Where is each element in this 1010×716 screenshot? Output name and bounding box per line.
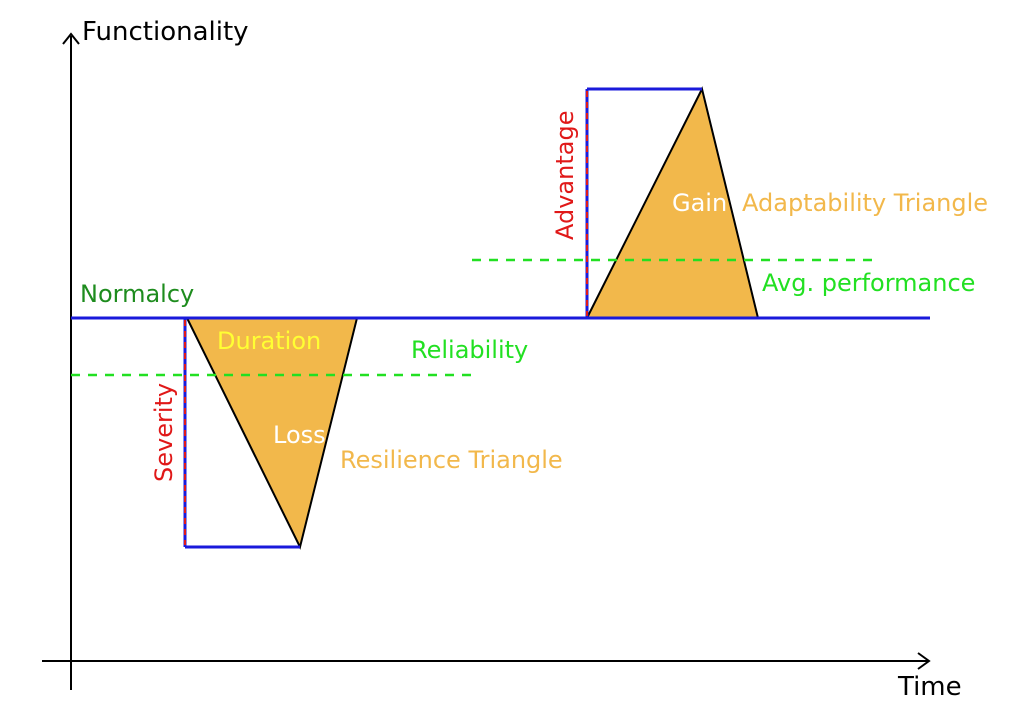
y-axis-arrow-icon xyxy=(62,32,80,45)
x-axis-label: Time xyxy=(897,672,962,702)
axes: Functionality Time xyxy=(42,17,962,702)
adaptability-triangle-label: Adaptability Triangle xyxy=(742,189,988,217)
x-axis-arrow-icon xyxy=(917,652,931,670)
gain-label: Gain xyxy=(672,189,727,217)
severity-label: Severity xyxy=(150,383,178,482)
loss-label: Loss xyxy=(273,421,326,449)
duration-label: Duration xyxy=(217,327,321,355)
avg-performance-label: Avg. performance xyxy=(762,269,975,297)
normalcy-label: Normalcy xyxy=(80,280,194,308)
y-axis-label: Functionality xyxy=(82,17,249,47)
reliability-label: Reliability xyxy=(411,336,528,364)
advantage-label: Advantage xyxy=(551,111,579,240)
resilience-triangle-label: Resilience Triangle xyxy=(340,446,563,474)
performance-curve xyxy=(71,87,930,549)
